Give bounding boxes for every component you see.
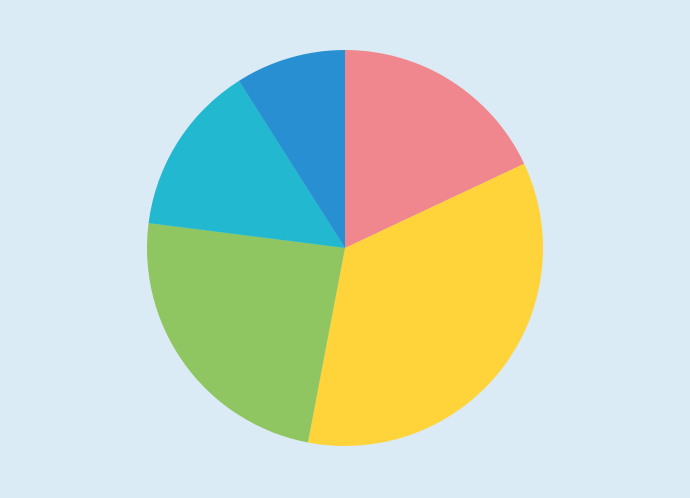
pie-slice (148, 80, 345, 248)
pie-slice (345, 50, 525, 248)
pie-slice (238, 50, 345, 248)
pie-slice (147, 223, 345, 443)
pie-slice (307, 163, 543, 447)
